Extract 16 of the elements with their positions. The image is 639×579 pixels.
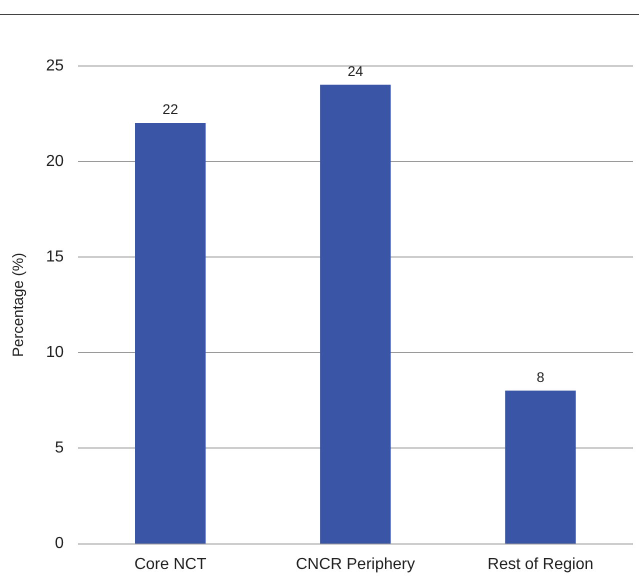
- x-tick-label: Rest of Region: [488, 556, 594, 573]
- data-label: 22: [162, 101, 178, 118]
- data-label: 24: [348, 62, 364, 79]
- y-tick-label: 15: [46, 248, 64, 266]
- bar: [135, 123, 206, 544]
- y-tick-label: 25: [46, 57, 64, 74]
- y-tick-label: 5: [54, 440, 64, 457]
- y-tick-label: 20: [46, 152, 64, 170]
- x-tick-label: Core NCT: [134, 556, 207, 573]
- bar: [505, 390, 576, 544]
- data-label: 8: [536, 368, 545, 385]
- y-tick-label: 0: [54, 535, 64, 552]
- x-tick-label: CNCR Periphery: [296, 556, 415, 573]
- y-axis-title: Percentage (%): [10, 252, 28, 358]
- y-tick-label: 10: [46, 344, 64, 362]
- bar: [320, 84, 391, 544]
